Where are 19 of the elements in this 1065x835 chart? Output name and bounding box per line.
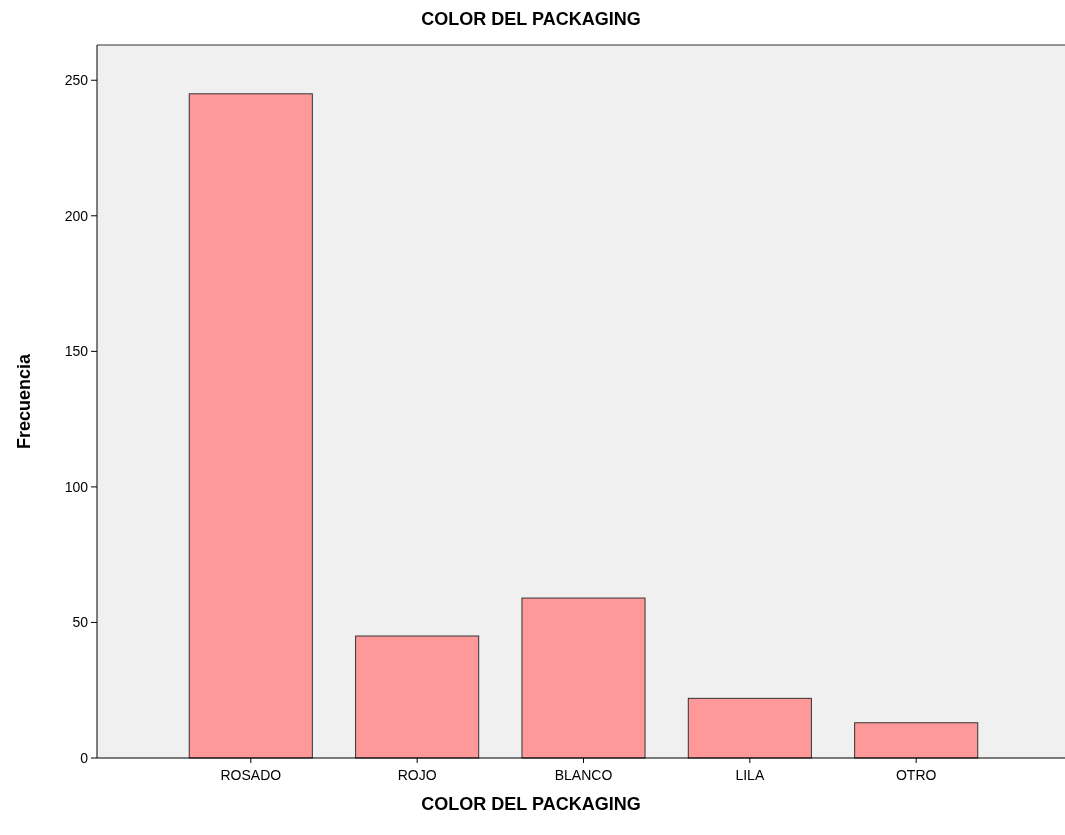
y-tick-label: 250 xyxy=(64,72,89,89)
y-tick-label: 50 xyxy=(72,614,89,631)
y-tick-label: 0 xyxy=(80,749,89,766)
x-tick-label: LILA xyxy=(735,767,765,783)
bar xyxy=(188,93,313,759)
bar xyxy=(854,722,979,759)
x-tick-label: ROJO xyxy=(397,767,437,783)
x-tick-label: OTRO xyxy=(895,767,937,783)
y-axis-title: Frecuencia xyxy=(14,352,34,450)
bar xyxy=(687,697,812,759)
chart-title: COLOR DEL PACKAGING xyxy=(421,9,641,29)
y-tick-label: 200 xyxy=(64,207,89,224)
bar xyxy=(521,597,646,759)
y-tick-label: 150 xyxy=(64,343,89,360)
x-axis-title: COLOR DEL PACKAGING xyxy=(421,794,641,814)
bar xyxy=(355,635,480,759)
x-tick-label: BLANCO xyxy=(554,767,613,783)
x-tick-label: ROSADO xyxy=(220,767,282,783)
y-tick-label: 100 xyxy=(64,478,89,495)
